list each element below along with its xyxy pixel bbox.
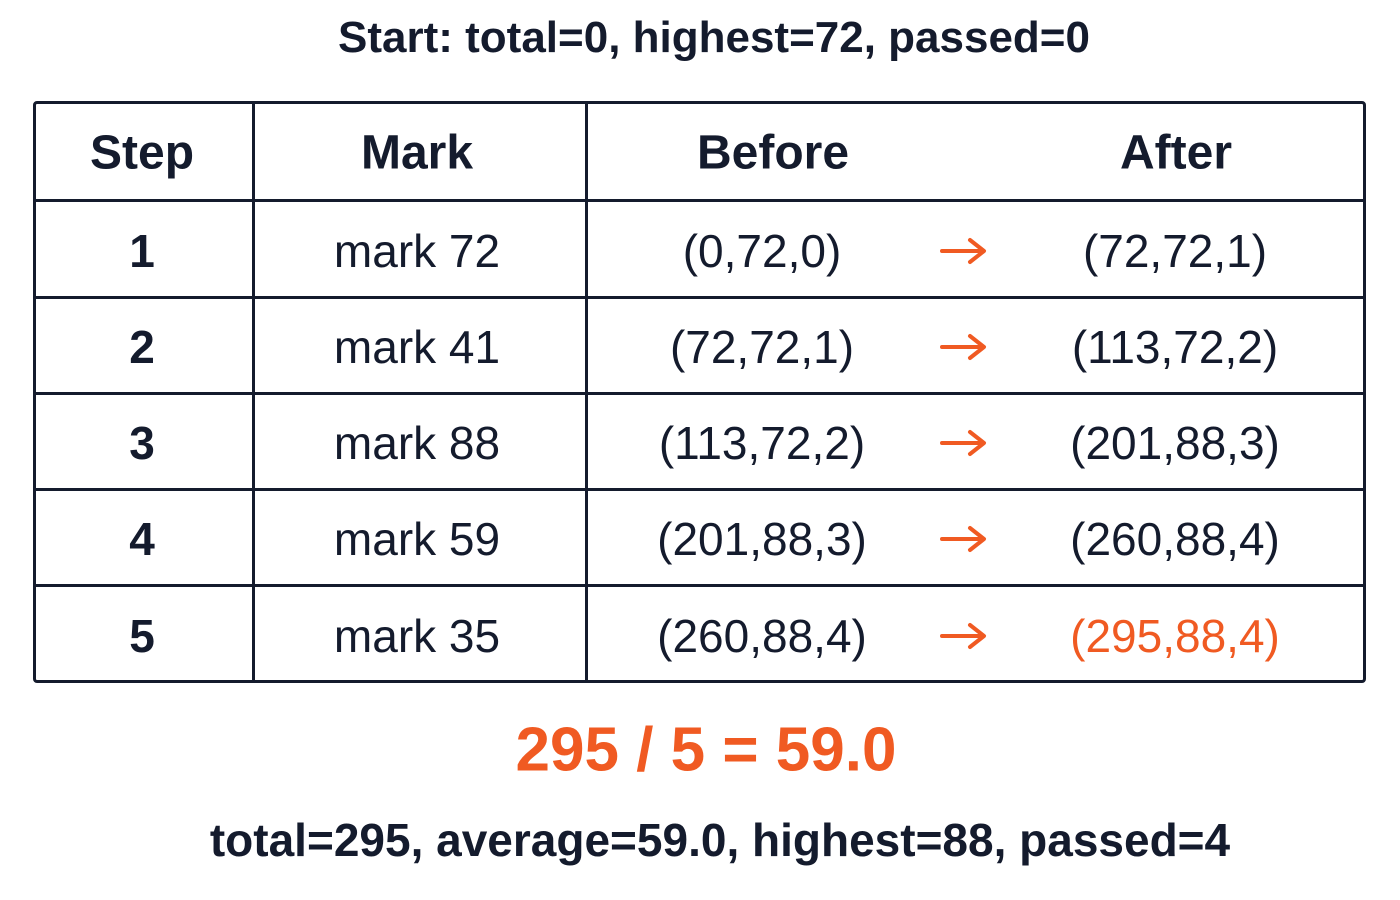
column-header: Mark (360, 126, 474, 180)
table-cell: (113,72,2) (1071, 321, 1279, 373)
table-cell: 5 (129, 610, 155, 662)
row-divider (33, 584, 1366, 587)
row-divider (33, 392, 1366, 395)
table-cell: 1 (129, 224, 155, 277)
arrow (940, 430, 986, 456)
table-cell: (260,88,4) (657, 610, 867, 662)
equation: 295 / 5 = 59.0 (515, 715, 897, 785)
table-cell: (260,88,4) (1070, 513, 1280, 565)
table-cell: 3 (129, 417, 155, 469)
table-cell: (72,72,1) (669, 321, 855, 373)
arrow (940, 237, 986, 264)
table-cell: (295,88,4) (1070, 610, 1280, 662)
table-cell: mark 88 (333, 417, 501, 469)
column-header: Step (89, 126, 195, 180)
table-cell: (0,72,0) (682, 224, 842, 277)
table-cell: mark 72 (333, 224, 501, 277)
row-divider (33, 488, 1366, 491)
arrow (940, 526, 986, 552)
table-cell: mark 35 (333, 610, 501, 662)
summary: total=295, average=59.0, highest=88, pas… (209, 814, 1231, 866)
table-cell: mark 59 (333, 513, 501, 565)
arrow (940, 334, 986, 360)
table-cell: (201,88,3) (657, 513, 867, 565)
table-cell: 4 (129, 513, 155, 565)
column-header: After (1119, 126, 1233, 180)
table-cell: (72,72,1) (1082, 224, 1268, 277)
arrow (940, 623, 986, 649)
table-cell: (113,72,2) (658, 417, 866, 469)
title: Start: total=0, highest=72, passed=0 (338, 13, 1090, 62)
table-cell: 2 (129, 321, 155, 373)
column-header: Before (696, 126, 850, 180)
table-cell: (201,88,3) (1070, 417, 1280, 469)
table-cell: mark 41 (333, 321, 501, 373)
row-divider (33, 296, 1366, 299)
row-divider (33, 199, 1366, 202)
